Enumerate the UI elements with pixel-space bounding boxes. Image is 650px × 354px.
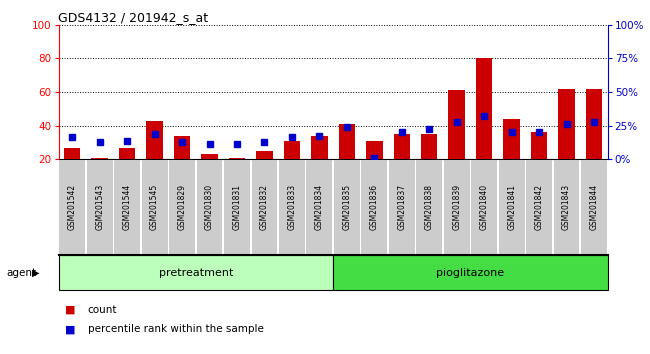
- Bar: [174, 136, 190, 159]
- Bar: [119, 148, 135, 159]
- Text: GSM201544: GSM201544: [123, 184, 132, 230]
- Text: GSM201839: GSM201839: [452, 184, 462, 230]
- Text: GSM201842: GSM201842: [534, 184, 543, 230]
- Bar: [64, 148, 81, 159]
- Text: agent: agent: [6, 268, 36, 278]
- Text: count: count: [88, 305, 117, 315]
- Text: GSM201832: GSM201832: [260, 184, 269, 230]
- Text: GSM201841: GSM201841: [507, 184, 516, 230]
- Text: GDS4132 / 201942_s_at: GDS4132 / 201942_s_at: [58, 11, 209, 24]
- Text: percentile rank within the sample: percentile rank within the sample: [88, 324, 264, 334]
- Bar: [283, 141, 300, 159]
- Bar: [558, 88, 575, 159]
- Text: GSM201844: GSM201844: [590, 184, 599, 230]
- Text: GSM201833: GSM201833: [287, 184, 296, 230]
- Text: ▶: ▶: [32, 268, 40, 278]
- Text: GSM201834: GSM201834: [315, 184, 324, 230]
- Text: GSM201830: GSM201830: [205, 184, 214, 230]
- Text: pretreatment: pretreatment: [159, 268, 233, 278]
- Bar: [339, 124, 355, 159]
- Bar: [229, 158, 245, 159]
- Text: GSM201829: GSM201829: [177, 184, 187, 230]
- Text: GSM201837: GSM201837: [397, 184, 406, 230]
- Bar: [366, 141, 383, 159]
- Bar: [256, 151, 273, 159]
- Bar: [531, 132, 547, 159]
- Bar: [146, 121, 163, 159]
- Text: GSM201836: GSM201836: [370, 184, 379, 230]
- Bar: [476, 58, 493, 159]
- Text: GSM201545: GSM201545: [150, 184, 159, 230]
- Bar: [311, 136, 328, 159]
- Bar: [448, 90, 465, 159]
- Bar: [393, 134, 410, 159]
- Text: GSM201840: GSM201840: [480, 184, 489, 230]
- Text: GSM201831: GSM201831: [233, 184, 242, 230]
- Text: GSM201838: GSM201838: [424, 184, 434, 230]
- Text: GSM201543: GSM201543: [95, 184, 104, 230]
- Text: pioglitazone: pioglitazone: [436, 268, 504, 278]
- Bar: [421, 134, 437, 159]
- Text: ■: ■: [65, 305, 75, 315]
- Bar: [503, 119, 520, 159]
- Text: GSM201542: GSM201542: [68, 184, 77, 230]
- Bar: [202, 154, 218, 159]
- Text: GSM201835: GSM201835: [343, 184, 352, 230]
- Bar: [92, 158, 108, 159]
- Text: GSM201843: GSM201843: [562, 184, 571, 230]
- Bar: [586, 88, 603, 159]
- Text: ■: ■: [65, 324, 75, 334]
